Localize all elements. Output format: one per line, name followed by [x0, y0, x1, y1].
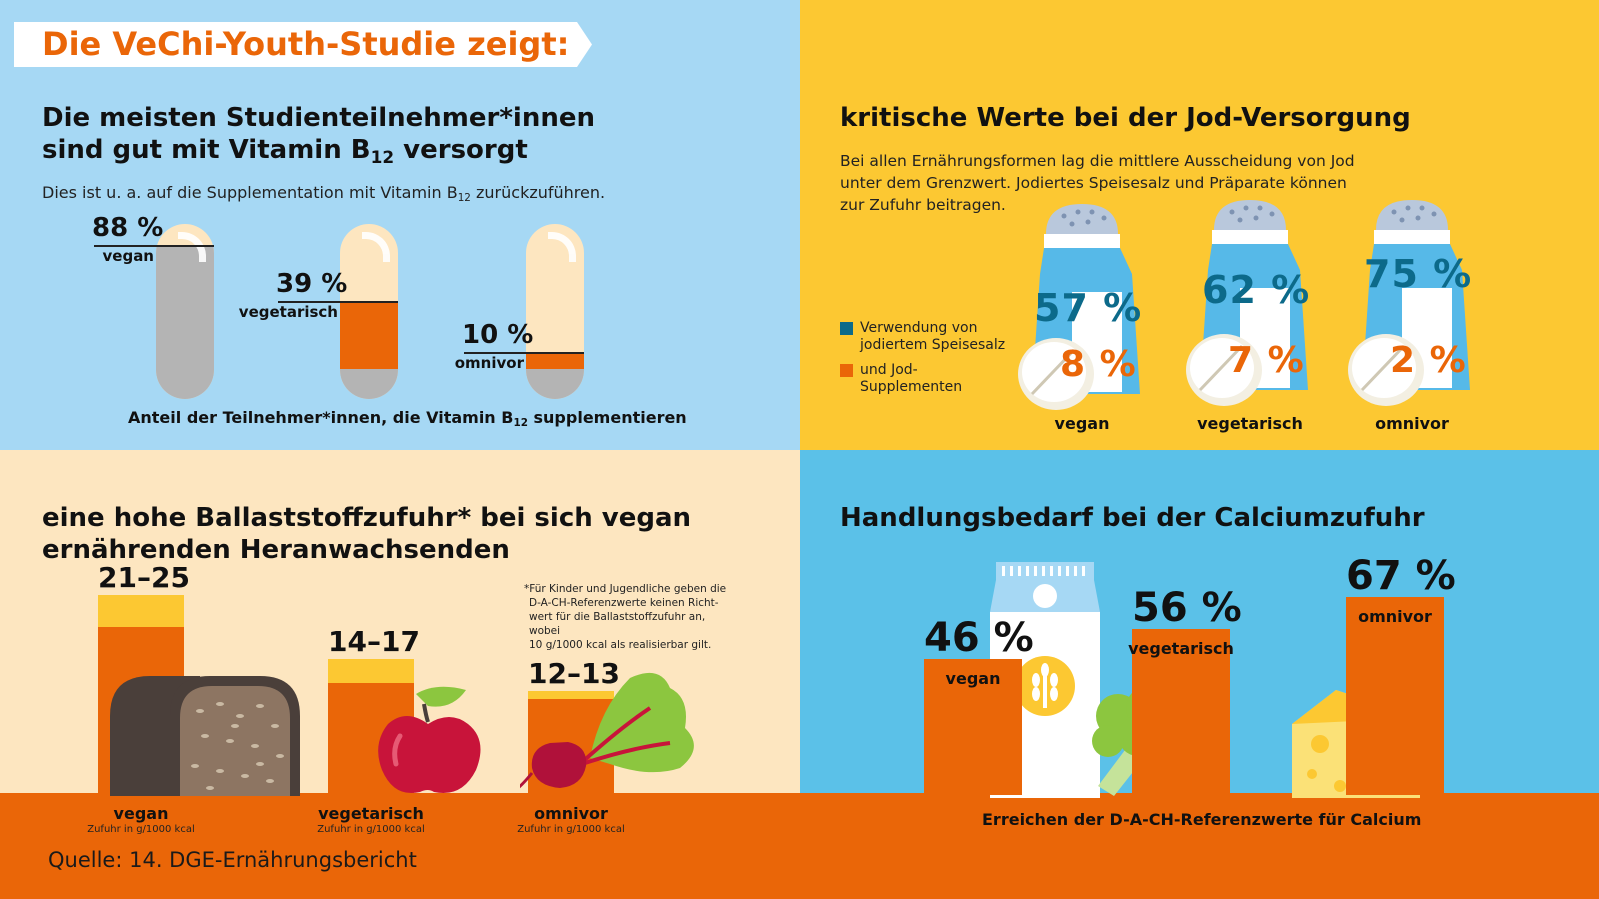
salt-shaker-icon-omnivor [1348, 200, 1470, 406]
b12-heading: Die meisten Studienteilnehmer*innen sind… [42, 102, 595, 173]
supplement-value-vegetarisch: 7 % [1228, 340, 1305, 381]
banner-arrow-shape [14, 22, 592, 67]
orange-ground-band [0, 793, 1599, 899]
b12-value-vegetarisch: 39 % [276, 269, 348, 299]
fiber-range-vegan [98, 595, 184, 627]
fiber-unit-vegan: Zufuhr in g/1000 kcal [87, 824, 195, 835]
fiber-value-omnivor: 12–13 [528, 657, 620, 690]
panel-vitamin-b12 [0, 0, 800, 450]
b12-subtitle: Dies ist u. a. auf die Supplementation m… [42, 183, 606, 205]
fiber-value-vegan: 21–25 [98, 561, 190, 594]
title-banner: Die VeChi-Youth-Studie zeigt: [14, 22, 592, 67]
jod-label-vegan: vegan [1054, 414, 1110, 433]
calcium-label-vegetarisch: vegetarisch [1128, 639, 1234, 659]
iodized-salt-value-vegan: 57 % [1034, 286, 1143, 330]
legend-swatch-orange [840, 364, 853, 377]
salt-shaker-icon-vegan [1018, 204, 1140, 410]
capsule-fill-vegetarisch [340, 301, 398, 370]
fiber-unit-vegetarisch: Zufuhr in g/1000 kcal [317, 824, 425, 835]
fiber-unit-omnivor: Zufuhr in g/1000 kcal [517, 824, 625, 835]
apple-icon [378, 686, 481, 794]
jod-heading: kritische Werte bei der Jod-Versorgung [840, 103, 1411, 133]
calcium-bar-vegan [924, 659, 1022, 795]
b12-value-omnivor: 10 % [462, 319, 534, 350]
capsule-level-line-vegan [94, 245, 214, 247]
b12-caption: Anteil der Teilnehmer*innen, die Vitamin… [128, 408, 687, 430]
iodized-salt-value-vegetarisch: 62 % [1202, 268, 1311, 312]
jod-label-omnivor: omnivor [1375, 414, 1449, 433]
capsule-shine-vegan [178, 232, 206, 262]
iodized-salt-value-omnivor: 75 % [1364, 252, 1473, 296]
beetroot-icon [520, 672, 694, 789]
capsule-shine-vegetarisch [362, 232, 390, 262]
b12-heading-line1: Die meisten Studienteilnehmer*innen [42, 103, 596, 133]
bread-icon [110, 676, 300, 796]
legend-item-iodized-salt: Verwendung von jodiertem Speisesalz [840, 320, 1005, 354]
fiber-footnote: *Für Kinder und Jugendliche geben die D-… [524, 583, 727, 651]
fiber-label-omnivor: omnivor [534, 804, 608, 823]
b12-label-vegan: vegan [102, 247, 155, 265]
milk-carton-icon [990, 562, 1100, 798]
capsule-base-vegetarisch [340, 369, 398, 399]
banner-title: Die VeChi-Youth-Studie zeigt: [42, 25, 570, 63]
capsule-base-omnivor [526, 369, 584, 399]
calcium-label-omnivor: omnivor [1358, 606, 1432, 626]
capsule-vegetarisch [340, 224, 398, 399]
fiber-label-vegetarisch: vegetarisch [318, 804, 424, 823]
b12-value-vegan: 88 % [92, 213, 164, 243]
capsule-fill-omnivor [526, 351, 584, 370]
capsule-omnivor [526, 224, 584, 399]
calcium-bar-vegetarisch [1132, 629, 1230, 795]
legend-swatch-teal [840, 322, 853, 335]
calcium-caption: Erreichen der D-A-CH-Referenzwerte für C… [982, 810, 1422, 829]
calcium-value-vegan: 46 % [924, 615, 1034, 661]
salt-shaker-icon-vegetarisch [1186, 200, 1308, 406]
fiber-range-vegetarisch [328, 659, 414, 683]
jod-label-vegetarisch: vegetarisch [1197, 414, 1303, 433]
b12-label-vegetarisch: vegetarisch [238, 303, 338, 321]
capsule-level-line-vegetarisch [278, 301, 398, 303]
supplement-value-omnivor: 2 % [1390, 340, 1467, 381]
fiber-label-vegan: vegan [113, 804, 169, 823]
calcium-bar-omnivor [1346, 596, 1444, 795]
capsule-shine-omnivor [548, 232, 576, 262]
legend-item-supplements: und Jod- Supplementen [840, 362, 962, 396]
jod-description: Bei allen Ernährungsformen lag die mittl… [840, 152, 1355, 214]
calcium-label-vegan: vegan [945, 669, 1001, 688]
b12-label-omnivor: omnivor [454, 353, 524, 372]
capsule-vegan [156, 224, 214, 399]
b12-heading-line2: sind gut mit Vitamin B12 versorgt [42, 135, 528, 168]
calcium-value-vegetarisch: 56 % [1132, 585, 1242, 632]
source-credit: Quelle: 14. DGE-Ernährungsbericht [48, 848, 417, 872]
fiber-heading: eine hohe Ballaststoffzufuhr* bei sich v… [42, 503, 692, 565]
supplement-value-vegan: 8 % [1060, 344, 1137, 385]
calcium-value-omnivor: 67 % [1346, 552, 1456, 599]
capsule-level-line-omnivor [464, 351, 584, 354]
fiber-range-omnivor [528, 691, 614, 699]
fiber-value-vegetarisch: 14–17 [328, 625, 420, 658]
calcium-heading: Handlungsbedarf bei der Calciumzufuhr [840, 503, 1425, 533]
capsule-base-vegan [156, 245, 214, 399]
